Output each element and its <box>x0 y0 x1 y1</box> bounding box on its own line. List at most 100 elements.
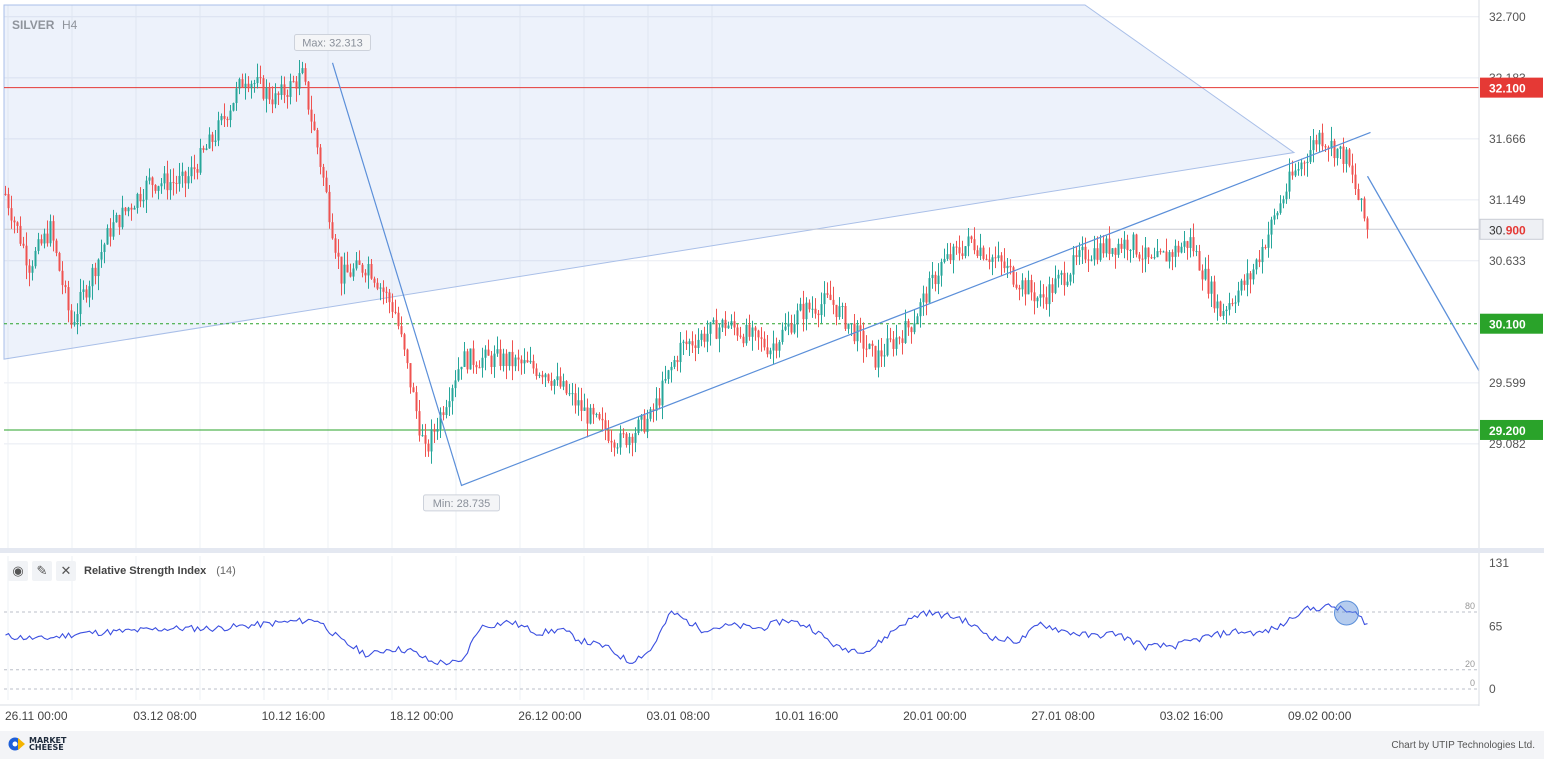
candle-body <box>601 418 604 421</box>
candle-body <box>799 303 802 311</box>
candle-body <box>865 348 868 350</box>
candle-body <box>13 220 16 223</box>
candle-body <box>559 376 562 387</box>
candle-body <box>274 93 277 105</box>
candle-body <box>1084 246 1087 260</box>
candle-body <box>100 252 103 260</box>
candle-body <box>316 130 319 148</box>
candle-body <box>1273 215 1276 220</box>
candle-body <box>958 247 961 254</box>
candle-body <box>670 366 673 371</box>
level-badge <box>1480 77 1543 98</box>
candle-body <box>484 349 487 358</box>
candle-body <box>988 259 991 262</box>
candle-body <box>688 341 691 345</box>
level-badge <box>1480 419 1543 440</box>
candle-body <box>475 364 478 368</box>
candle-body <box>502 353 505 367</box>
close-icon[interactable]: ✕ <box>56 561 76 581</box>
candle-body <box>469 348 472 370</box>
candle-body <box>118 214 121 228</box>
candle-body <box>1354 174 1357 190</box>
candle-body <box>916 316 919 324</box>
candle-body <box>208 134 211 149</box>
candle-body <box>1006 265 1009 269</box>
candle-body <box>25 245 28 266</box>
candle-body <box>187 176 190 184</box>
candle-body <box>868 343 871 349</box>
price-tick: 29.599 <box>1489 376 1526 390</box>
candle-body <box>451 388 454 402</box>
candle-body <box>1099 243 1102 260</box>
candle-body <box>952 246 955 261</box>
candle-body <box>1213 281 1216 309</box>
candle-body <box>178 175 181 184</box>
candle-body <box>1303 162 1306 164</box>
candle-body <box>481 357 484 368</box>
candle-body <box>1288 171 1291 192</box>
candle-body <box>928 278 931 303</box>
candle-body <box>1144 247 1147 260</box>
candle-body <box>34 250 37 267</box>
candle-body <box>304 68 307 82</box>
candle-body <box>901 338 904 343</box>
candle-body <box>1009 265 1012 268</box>
candle-body <box>496 349 499 354</box>
candle-body <box>1333 140 1336 159</box>
candle-body <box>337 252 340 257</box>
candle-body <box>943 258 946 262</box>
candle-body <box>715 319 718 339</box>
candle-body <box>1231 303 1234 305</box>
candle-body <box>31 266 34 273</box>
candle-body <box>250 83 253 89</box>
candle-body <box>697 339 700 348</box>
candle-body <box>322 166 325 178</box>
candle-body <box>1345 149 1348 164</box>
candle-body <box>718 327 721 339</box>
candle-body <box>1198 251 1201 271</box>
rsi-name-label: Relative Strength Index <box>84 565 207 577</box>
candle-body <box>490 355 493 367</box>
candle-body <box>1228 303 1231 310</box>
candle-body <box>280 84 283 95</box>
candle-body <box>172 182 175 184</box>
candle-body <box>790 323 793 333</box>
candle-body <box>127 207 130 212</box>
candle-body <box>1057 274 1060 279</box>
candle-body <box>478 367 481 369</box>
candle-body <box>964 246 967 256</box>
candle-body <box>526 360 529 363</box>
candle-body <box>886 338 889 356</box>
candle-body <box>142 199 145 202</box>
candle-body <box>169 182 172 191</box>
candle-body <box>616 447 619 449</box>
candle-body <box>415 392 418 412</box>
candle-body <box>1078 250 1081 258</box>
candle-body <box>463 351 466 367</box>
rsi-scale-tick: 0 <box>1489 682 1496 696</box>
candle-body <box>157 186 160 191</box>
candle-body <box>1330 140 1333 149</box>
candle-body <box>1264 246 1267 248</box>
candle-body <box>985 258 988 260</box>
candle-body <box>700 333 703 340</box>
candle-body <box>997 255 1000 259</box>
time-tick: 18.12 00:00 <box>390 709 454 723</box>
candle-body <box>1126 239 1129 251</box>
candle-body <box>1081 246 1084 251</box>
candle-body <box>535 368 538 377</box>
rsi-level-20: 20 <box>1465 659 1475 669</box>
time-tick: 03.02 16:00 <box>1160 709 1224 723</box>
candle-body <box>874 345 877 368</box>
candle-body <box>1120 243 1123 249</box>
candle-body <box>643 415 646 433</box>
candle-body <box>1165 251 1168 262</box>
eye-icon[interactable]: ◉ <box>8 561 28 581</box>
candle-body <box>556 376 559 381</box>
candle-body <box>1261 246 1264 263</box>
candle-body <box>520 359 523 364</box>
candle-body <box>1192 237 1195 252</box>
candle-body <box>7 194 10 209</box>
wrench-icon[interactable]: ✎ <box>32 561 52 581</box>
